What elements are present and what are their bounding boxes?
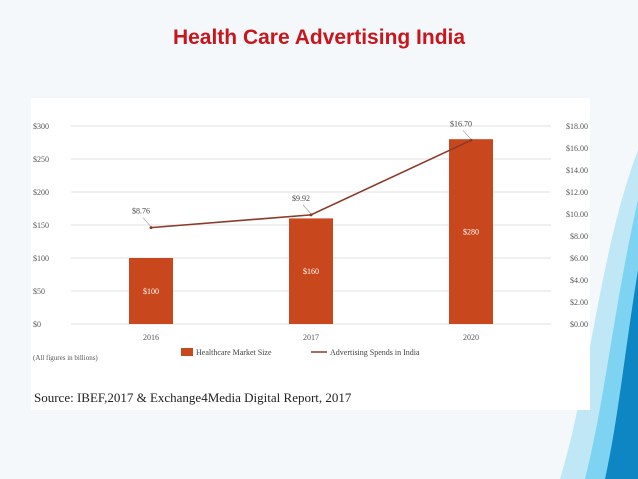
bar [129, 258, 173, 324]
x-tick-label: 2017 [303, 333, 319, 342]
figures-note: (All figures in billions) [33, 354, 98, 362]
x-tick-label: 2020 [463, 333, 479, 342]
x-tick-label: 2016 [143, 333, 159, 342]
line-point [149, 226, 153, 230]
bar [449, 139, 493, 324]
line-point [469, 138, 473, 142]
y-right-tick-label: $6.00 [570, 254, 588, 263]
y-left-tick-label: $150 [33, 221, 49, 230]
y-left-tick-label: $250 [33, 155, 49, 164]
bar-value-label: $100 [143, 287, 159, 296]
y-right-tick-label: $8.00 [570, 232, 588, 241]
line-value-label: $8.76 [132, 207, 150, 216]
bar-value-label: $280 [463, 228, 479, 237]
y-left-tick-label: $0 [33, 320, 41, 329]
y-right-tick-label: $16.00 [566, 144, 588, 153]
y-left-tick-label: $100 [33, 254, 49, 263]
legend: Healthcare Market Size Advertising Spend… [33, 348, 420, 362]
line-value-label: $9.92 [292, 194, 310, 203]
source-citation: Source: IBEF,2017 & Exchange4Media Digit… [34, 390, 352, 405]
y-left-tick-label: $300 [33, 122, 49, 131]
y-right-tick-label: $0.00 [570, 320, 588, 329]
legend-label-line: Advertising Spends in India [330, 348, 420, 357]
legend-label-bar: Healthcare Market Size [196, 348, 272, 357]
axes: $0 $50 $100 $150 $200 $250 $300 $0.00 $2.00 $4.00… [33, 122, 588, 342]
chart-panel: $100 $160 $280 $8.76 $9.92 $16.70 $0 $50 $100 $… [31, 98, 590, 410]
label-leader [302, 204, 312, 215]
label-leader [142, 217, 152, 227]
bar-value-label: $160 [303, 267, 319, 276]
y-right-tick-label: $14.00 [566, 166, 588, 175]
legend-swatch-bar [181, 348, 193, 356]
y-right-tick-label: $18.00 [566, 122, 588, 131]
line-point [309, 213, 313, 217]
line-series: $8.76 $9.92 $16.70 [132, 119, 473, 230]
y-left-tick-label: $50 [33, 287, 45, 296]
slide-title: Health Care Advertising India [172, 26, 466, 49]
y-left-tick-label: $200 [33, 188, 49, 197]
y-right-tick-label: $10.00 [566, 210, 588, 219]
label-leader [462, 130, 472, 140]
bar-series: $100 $160 $280 [129, 139, 493, 324]
y-right-tick-label: $4.00 [570, 276, 588, 285]
bar [289, 218, 333, 324]
line-value-label: $16.70 [450, 119, 472, 128]
y-right-tick-label: $12.00 [566, 188, 588, 197]
combo-chart: $100$160$280 $8.76$9.92$16.70 $0$50$100$… [33, 119, 588, 362]
y-right-tick-label: $2.00 [570, 298, 588, 307]
